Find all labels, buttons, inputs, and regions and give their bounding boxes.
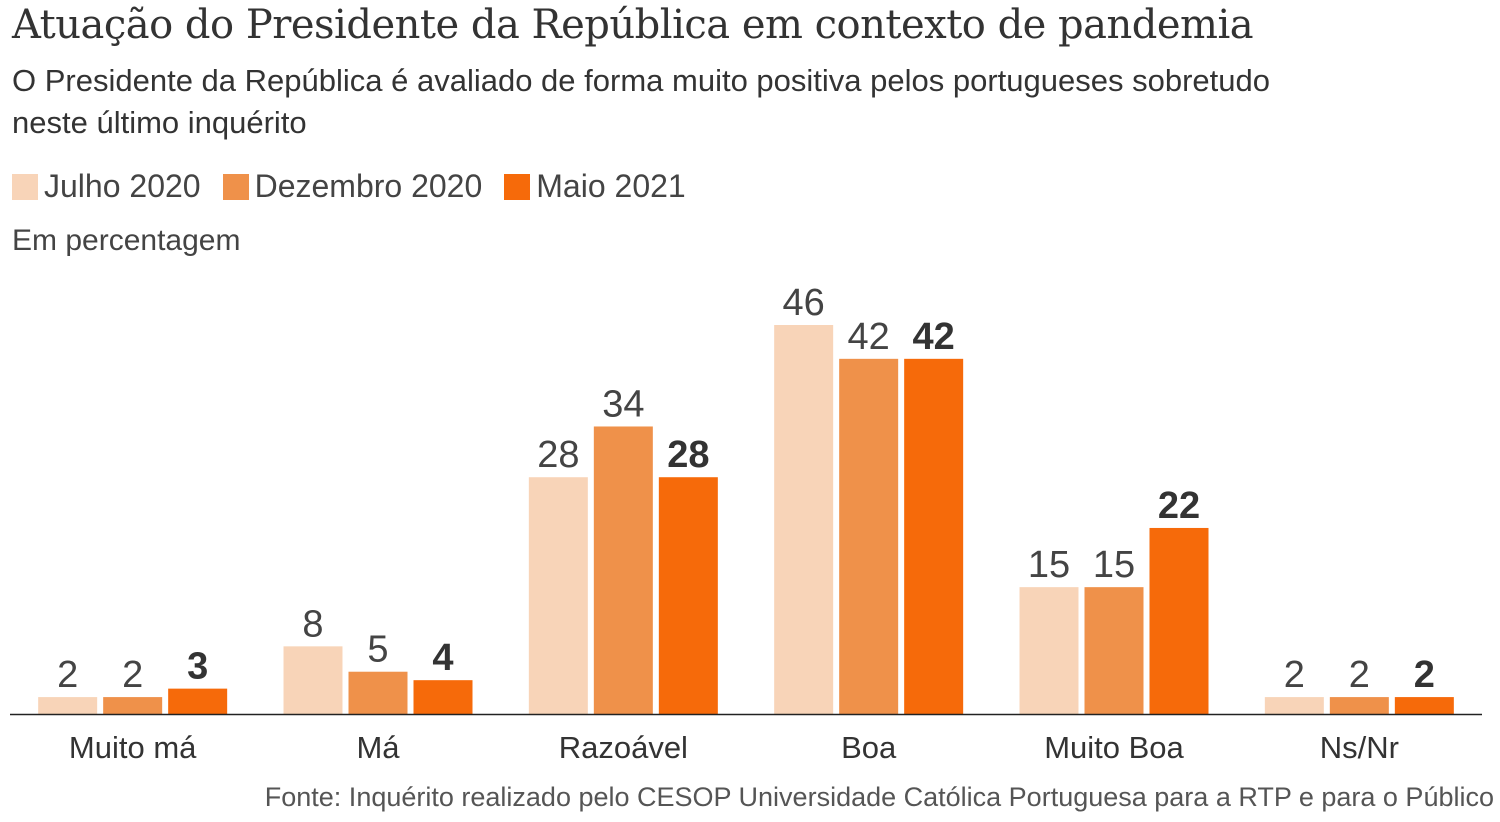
bar-group: 2 2 3 Muito má <box>38 646 228 765</box>
bar <box>38 697 98 714</box>
legend-label: Dezembro 2020 <box>254 168 483 204</box>
bar-group: 28 34 28 Razoável <box>528 383 718 765</box>
legend-label: Julho 2020 <box>44 168 201 204</box>
bar-group: 15 15 22 Muito Boa <box>1019 485 1209 765</box>
data-label: 2 <box>122 654 143 696</box>
x-tick-label: Muito Boa <box>1044 730 1184 765</box>
x-tick-label: Má <box>356 730 400 765</box>
data-label: 46 <box>783 282 825 324</box>
legend-swatch-icon <box>222 173 249 200</box>
data-label: 22 <box>1158 485 1200 527</box>
bar-group: 2 2 2 Ns/Nr <box>1264 654 1454 765</box>
legend: Julho 2020 Dezembro 2020 Maio 2021 <box>12 168 708 205</box>
data-label: 2 <box>1414 654 1435 696</box>
data-label: 2 <box>1284 654 1305 696</box>
data-label: 34 <box>602 383 644 425</box>
bar <box>528 477 588 714</box>
data-label: 42 <box>913 316 955 358</box>
bar <box>1264 697 1324 714</box>
chart-subtitle: O Presidente da República é avaliado de … <box>12 63 1270 140</box>
bar <box>904 358 964 714</box>
bar <box>103 697 163 714</box>
bar <box>774 325 834 714</box>
data-label: 3 <box>187 646 208 688</box>
bar <box>1329 697 1389 714</box>
data-label: 2 <box>1349 654 1370 696</box>
data-label: 42 <box>848 316 890 358</box>
bar <box>168 688 228 714</box>
bar <box>1019 587 1079 714</box>
data-label: 8 <box>302 603 323 645</box>
bar <box>413 680 473 714</box>
bar <box>348 671 408 714</box>
x-tick-label: Ns/Nr <box>1320 730 1399 765</box>
legend-swatch-icon <box>12 173 38 200</box>
source-note: Fonte: Inquérito realizado pelo CESOP Un… <box>264 782 1494 812</box>
data-label: 4 <box>432 637 453 679</box>
data-label: 15 <box>1028 544 1070 586</box>
bar-group: 8 5 4 Má <box>283 603 473 765</box>
bar <box>839 358 899 714</box>
chart-title: Atuação do Presidente da República em co… <box>12 2 1254 48</box>
legend-item-maio-2021: Maio 2021 <box>504 168 686 205</box>
data-label: 2 <box>57 654 78 696</box>
legend-item-dezembro-2020: Dezembro 2020 <box>222 168 483 205</box>
unit-note: Em percentagem <box>12 224 241 257</box>
bar <box>658 477 718 714</box>
bar <box>1394 697 1454 714</box>
bar <box>1149 527 1209 714</box>
bar <box>283 646 343 714</box>
data-label: 5 <box>367 629 388 671</box>
bar-group: 46 42 42 Boa <box>774 282 964 765</box>
x-tick-label: Razoável <box>559 730 688 765</box>
x-tick-label: Boa <box>841 730 897 765</box>
bar <box>1084 587 1144 714</box>
bar <box>593 426 653 714</box>
legend-item-julho-2020: Julho 2020 <box>12 168 201 205</box>
data-label: 15 <box>1093 544 1135 586</box>
x-tick-label: Muito má <box>69 730 197 765</box>
legend-swatch-icon <box>504 173 531 200</box>
data-label: 28 <box>667 434 709 476</box>
legend-label: Maio 2021 <box>536 168 686 204</box>
data-label: 28 <box>537 434 579 476</box>
